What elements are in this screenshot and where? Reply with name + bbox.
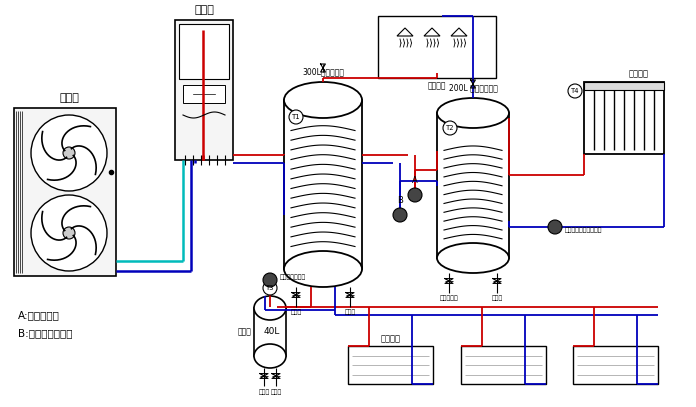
Text: T1: T1	[292, 114, 300, 120]
Text: 热水龙头: 热水龙头	[428, 81, 446, 90]
Ellipse shape	[284, 251, 362, 287]
Text: 自来水进水: 自来水进水	[440, 295, 459, 301]
Circle shape	[568, 84, 582, 98]
Circle shape	[263, 281, 277, 295]
Text: 40L: 40L	[264, 328, 280, 337]
Text: 200L 太阳能热水箱: 200L 太阳能热水箱	[448, 83, 498, 92]
Bar	[437, 113, 509, 258]
Bar	[348, 346, 433, 384]
Circle shape	[443, 121, 457, 135]
Circle shape	[263, 273, 277, 287]
Text: B:水箱间循环环泵: B:水箱间循环环泵	[18, 328, 72, 338]
Text: T2: T2	[445, 125, 454, 131]
Bar	[175, 20, 233, 160]
Text: 太阳能热水循环循环泵: 太阳能热水循环循环泵	[565, 227, 603, 233]
Text: 室内机: 室内机	[194, 5, 214, 15]
Bar	[179, 24, 229, 79]
Polygon shape	[451, 28, 467, 36]
Text: A: A	[412, 176, 418, 185]
Text: B: B	[397, 196, 403, 205]
Circle shape	[31, 195, 107, 271]
Text: 排污口: 排污口	[270, 389, 282, 395]
Circle shape	[63, 147, 75, 159]
Polygon shape	[397, 28, 413, 36]
Text: 缓冲罐: 缓冲罐	[237, 328, 251, 337]
Text: T3: T3	[266, 285, 274, 291]
Text: 室外机: 室外机	[59, 93, 79, 103]
Bar	[461, 346, 546, 384]
Text: 排污口: 排污口	[491, 295, 503, 301]
Text: T4: T4	[571, 88, 579, 94]
Text: 太阳能板: 太阳能板	[629, 69, 649, 78]
Ellipse shape	[284, 82, 362, 118]
Bar	[254, 308, 286, 356]
Circle shape	[393, 208, 407, 222]
Polygon shape	[424, 28, 440, 36]
Text: 300L蓄热热水箱: 300L蓄热热水箱	[302, 67, 344, 76]
Text: 补水口: 补水口	[258, 389, 269, 395]
Ellipse shape	[437, 243, 509, 273]
Text: A:热水循环泵: A:热水循环泵	[18, 310, 60, 320]
Text: 风机盘管: 风机盘管	[381, 334, 400, 343]
Bar	[573, 346, 658, 384]
Bar	[284, 100, 362, 269]
Bar	[378, 16, 496, 78]
Circle shape	[31, 115, 107, 191]
Bar	[183, 85, 225, 103]
Bar	[14, 108, 116, 276]
Circle shape	[548, 220, 562, 234]
Ellipse shape	[254, 296, 286, 320]
Ellipse shape	[254, 344, 286, 368]
Ellipse shape	[437, 98, 509, 128]
Text: 空调系统二级泵: 空调系统二级泵	[280, 274, 306, 280]
Bar	[584, 82, 664, 154]
Circle shape	[408, 188, 422, 202]
Text: 补水口: 补水口	[290, 309, 301, 315]
Bar	[584, 82, 664, 90]
Circle shape	[289, 110, 303, 124]
Text: 排污口: 排污口	[345, 309, 356, 315]
Circle shape	[63, 227, 75, 239]
